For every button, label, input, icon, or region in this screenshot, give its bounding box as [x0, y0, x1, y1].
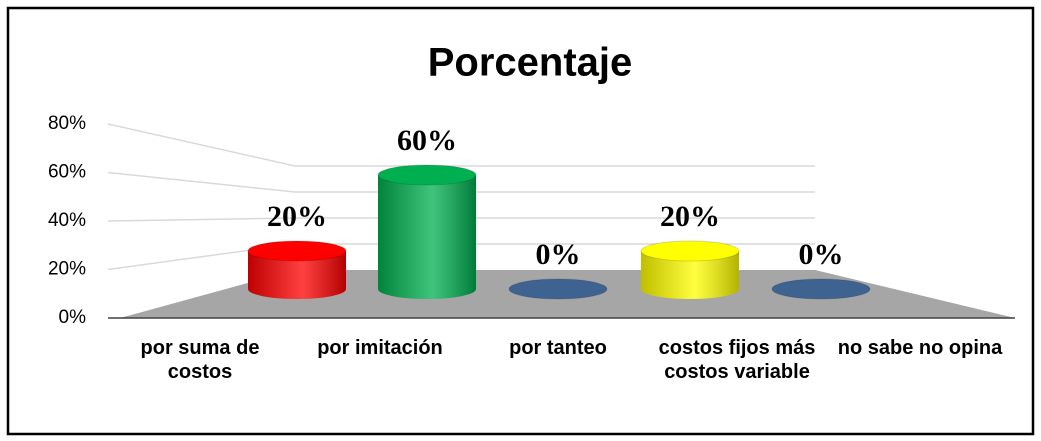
bar-top: [247, 240, 347, 262]
bar-shade: [378, 175, 476, 299]
bar: [771, 278, 871, 300]
data-label: 0%: [536, 238, 581, 271]
grid-line: [107, 171, 815, 193]
bar-shade: [641, 251, 739, 299]
chart-border: [6, 6, 1035, 436]
bar-shade: [248, 251, 346, 299]
y-tick-label: 0%: [59, 307, 87, 328]
y-tick-label: 20%: [48, 259, 86, 280]
grid-line: [107, 217, 815, 222]
x-tick-label: no sabe no opina: [837, 337, 1003, 359]
x-tick-label: por imitación: [317, 337, 443, 359]
data-label: 20%: [267, 200, 327, 233]
bar-top: [377, 164, 477, 186]
x-tick-label: costos fijos más costos variable: [658, 337, 816, 383]
x-tick-label: por suma de costos: [140, 337, 260, 383]
y-tick-label: 40%: [48, 210, 86, 231]
y-tick-label: 60%: [48, 162, 86, 183]
bar: [508, 278, 608, 300]
bar: [247, 240, 347, 299]
grid-line: [107, 123, 815, 167]
bar-top: [640, 240, 740, 262]
y-tick-label: 80%: [48, 113, 86, 134]
bar: [640, 240, 740, 299]
bar-top: [508, 278, 608, 300]
data-label: 0%: [799, 238, 844, 271]
bar: [377, 164, 477, 299]
data-label: 60%: [397, 124, 457, 157]
bar-top: [771, 278, 871, 300]
x-tick-label: por tanteo: [509, 337, 607, 359]
data-label: 20%: [660, 200, 720, 233]
chart-title: Porcentaje: [428, 41, 633, 85]
